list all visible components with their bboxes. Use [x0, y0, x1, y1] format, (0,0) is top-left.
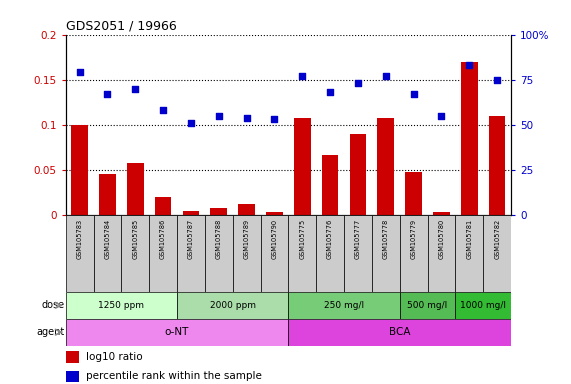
Bar — [483, 215, 511, 292]
Point — [325, 89, 335, 95]
Bar — [122, 215, 149, 292]
Text: GSM105789: GSM105789 — [244, 219, 250, 259]
Bar — [177, 292, 288, 319]
Bar — [66, 319, 288, 346]
Bar — [489, 116, 505, 215]
Bar — [294, 119, 311, 215]
Point — [242, 114, 251, 121]
Bar — [149, 215, 177, 292]
Bar — [71, 125, 88, 215]
Bar — [66, 292, 177, 319]
Text: GSM105786: GSM105786 — [160, 219, 166, 259]
Text: GSM105779: GSM105779 — [411, 219, 417, 259]
Point — [297, 73, 307, 79]
Text: 250 mg/l: 250 mg/l — [324, 301, 364, 310]
Bar — [433, 212, 450, 215]
Text: percentile rank within the sample: percentile rank within the sample — [86, 371, 262, 381]
Bar — [288, 292, 400, 319]
Bar — [405, 172, 422, 215]
Text: GSM105785: GSM105785 — [132, 219, 138, 259]
Bar — [183, 212, 199, 215]
Point — [270, 116, 279, 122]
Text: GSM105788: GSM105788 — [216, 219, 222, 259]
Bar — [288, 319, 511, 346]
Text: GSM105780: GSM105780 — [439, 219, 444, 259]
Bar — [461, 62, 477, 215]
Text: o-NT: o-NT — [165, 327, 189, 337]
Bar — [377, 119, 394, 215]
Point — [381, 73, 391, 79]
Bar — [456, 215, 483, 292]
Point — [353, 80, 363, 86]
Text: GSM105781: GSM105781 — [467, 219, 472, 259]
Text: GDS2051 / 19966: GDS2051 / 19966 — [66, 19, 176, 32]
Bar — [94, 215, 122, 292]
Bar — [66, 215, 94, 292]
Text: BCA: BCA — [389, 327, 411, 337]
Bar — [238, 204, 255, 215]
Bar — [233, 215, 260, 292]
Bar — [260, 215, 288, 292]
Bar — [288, 215, 316, 292]
Bar — [400, 292, 456, 319]
Bar — [155, 197, 171, 215]
Text: GSM105790: GSM105790 — [271, 219, 278, 259]
Bar — [349, 134, 367, 215]
Text: GSM105778: GSM105778 — [383, 219, 389, 259]
Point — [75, 70, 84, 76]
Point — [186, 120, 195, 126]
Point — [465, 62, 474, 68]
Bar — [322, 155, 339, 215]
Point — [409, 91, 418, 97]
Point — [103, 91, 112, 97]
Point — [159, 107, 168, 113]
Bar — [372, 215, 400, 292]
Bar — [344, 215, 372, 292]
Text: dose: dose — [41, 300, 65, 310]
Bar — [266, 212, 283, 215]
Text: GSM105787: GSM105787 — [188, 219, 194, 259]
Point — [131, 86, 140, 92]
Text: 1000 mg/l: 1000 mg/l — [460, 301, 506, 310]
Point — [437, 113, 446, 119]
Bar — [428, 215, 456, 292]
Bar — [99, 174, 116, 215]
Text: agent: agent — [36, 327, 65, 337]
Text: 500 mg/l: 500 mg/l — [408, 301, 448, 310]
Text: GSM105782: GSM105782 — [494, 219, 500, 259]
Text: 1250 ppm: 1250 ppm — [98, 301, 144, 310]
Text: 2000 ppm: 2000 ppm — [210, 301, 256, 310]
Bar — [66, 351, 79, 363]
Bar — [127, 163, 144, 215]
Point — [493, 77, 502, 83]
Text: GSM105776: GSM105776 — [327, 219, 333, 259]
Bar — [400, 215, 428, 292]
Text: log10 ratio: log10 ratio — [86, 352, 142, 362]
Point — [214, 113, 223, 119]
Bar — [177, 215, 205, 292]
Bar — [205, 215, 233, 292]
Bar — [456, 292, 511, 319]
Bar — [316, 215, 344, 292]
Text: GSM105784: GSM105784 — [104, 219, 110, 259]
Text: GSM105783: GSM105783 — [77, 219, 83, 259]
Text: GSM105775: GSM105775 — [299, 219, 305, 259]
Bar — [66, 371, 79, 382]
Text: GSM105777: GSM105777 — [355, 219, 361, 259]
Bar — [210, 208, 227, 215]
